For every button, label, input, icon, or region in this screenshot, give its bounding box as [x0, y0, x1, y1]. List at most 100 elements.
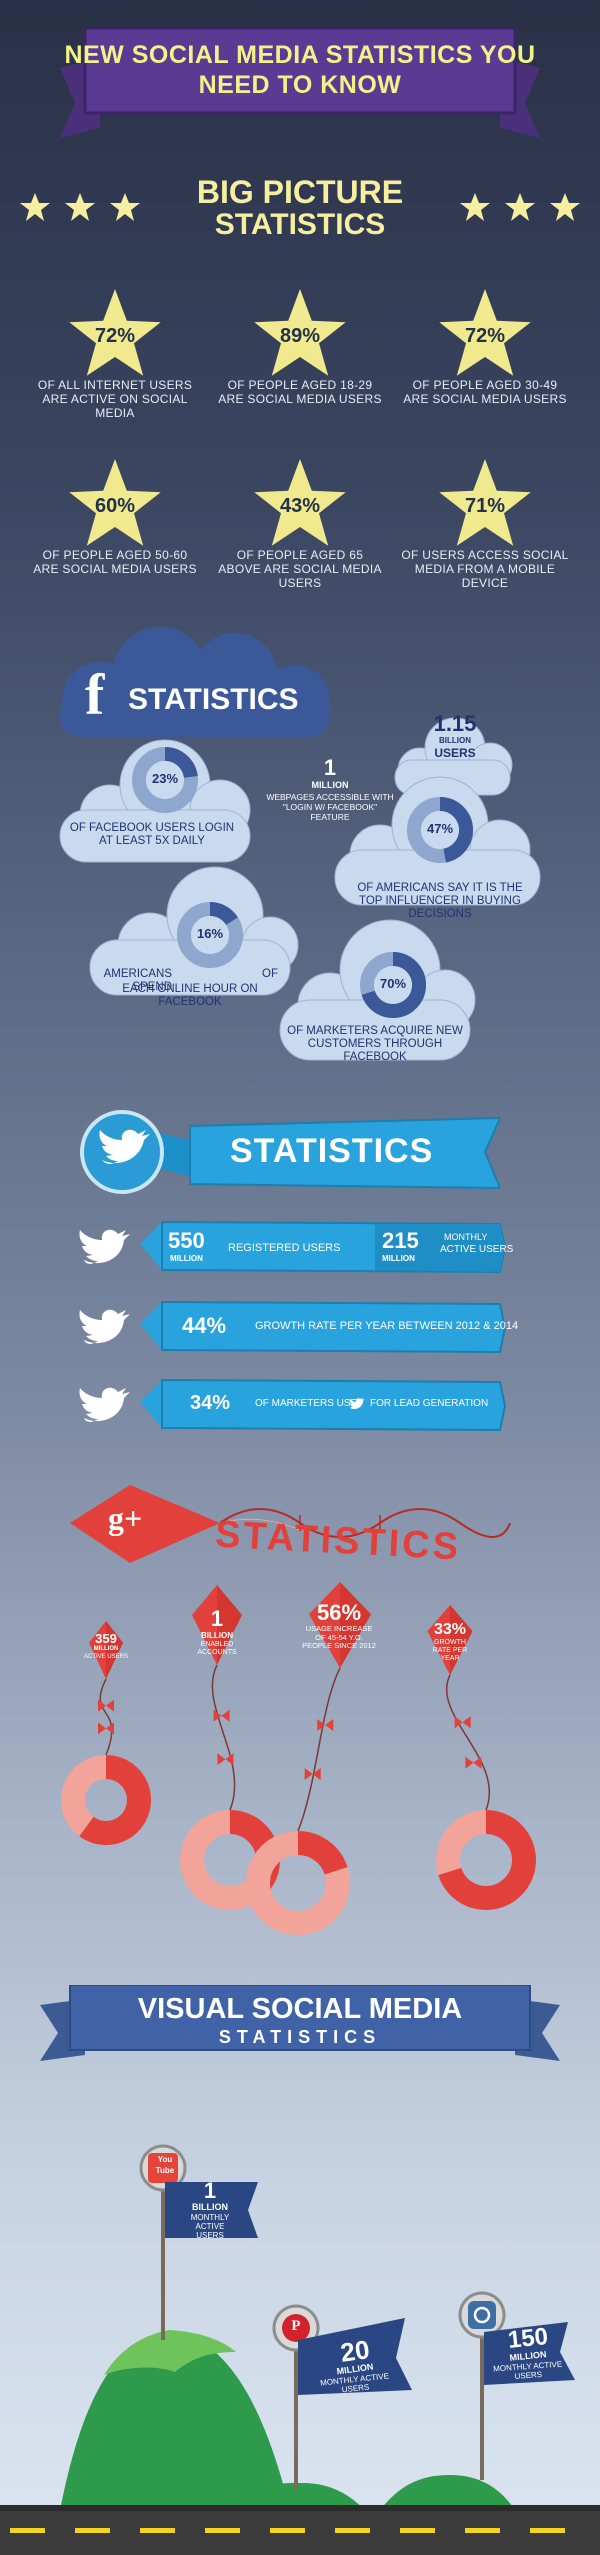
tw-row3-label-a: OF MARKETERS USE	[255, 1398, 358, 1409]
star-shape	[69, 459, 161, 546]
stat-card: 72% OF PEOPLE AGED 30-49 ARE SOCIAL MEDIA…	[400, 285, 570, 435]
tw-row1-label2b: ACTIVE USERS	[440, 1244, 514, 1255]
kite-1	[61, 1621, 151, 1845]
big-picture-heading: BIG PICTURE STATISTICS	[0, 175, 600, 245]
header-banner: NEW SOCIAL MEDIA STATISTICS YOU NEED TO …	[60, 28, 540, 138]
youtube-logo-top: You	[157, 2155, 173, 2164]
tw-row2-label: GROWTH RATE PER YEAR BETWEEN 2012 & 2014	[255, 1320, 519, 1332]
header-title: NEW SOCIAL MEDIA STATISTICS YOU NEED TO …	[64, 41, 536, 99]
kite-bow	[454, 1716, 471, 1729]
youtube-unit: BILLION	[192, 2202, 228, 2212]
visual-heading: VISUAL SOCIAL MEDIA STATISTICS	[40, 1985, 560, 2065]
fb-hour-desc-line2: EACH ONLINE HOUR ON FACEBOOK	[122, 983, 258, 1008]
stat-percent: 71%	[464, 495, 506, 517]
fb-login-desc: OF FACEBOOK USERS LOGIN AT LEAST 5X DAIL…	[69, 822, 235, 847]
fb-donut-hour	[177, 902, 243, 968]
star-icon	[439, 459, 531, 546]
star-icon	[439, 289, 531, 376]
tw-row1-unit2: MILLION	[382, 1254, 415, 1263]
star-shape	[69, 289, 161, 376]
fb-million-desc: WEBPAGES ACCESSIBLE WITH "LOGIN W/ FACEB…	[266, 792, 394, 822]
stat-description: OF PEOPLE AGED 18-29 ARE SOCIAL MEDIA US…	[218, 378, 382, 406]
kite-ring-fill	[61, 1755, 151, 1845]
star-icon	[69, 459, 161, 546]
youtube-label: MONTHLY ACTIVE USERS	[190, 2213, 230, 2240]
stat-description: OF PEOPLE AGED 50-60 ARE SOCIAL MEDIA US…	[33, 548, 197, 576]
tw-row-2-bg	[79, 1300, 507, 1354]
fb-billion-number: 1.15	[433, 711, 477, 736]
star-shape	[439, 289, 531, 376]
gplus-heading	[70, 1485, 511, 1563]
gplus-logo: g+	[108, 1500, 143, 1536]
kite-4	[427, 1605, 536, 1910]
tw-row1-num2-wrap: 215	[382, 1228, 419, 1254]
star-icon	[69, 289, 161, 376]
tw-row1-num1-wrap: 550	[168, 1228, 205, 1254]
kite-number: 33%	[433, 1621, 467, 1638]
fb-million-number: 1	[323, 755, 337, 780]
kite-number: 359	[95, 1631, 117, 1646]
stat-description: OF ALL INTERNET USERS ARE ACTIVE ON SOCI…	[37, 378, 193, 420]
tw-row3-num: 34%	[190, 1392, 231, 1414]
big-picture-subtitle: STATISTICS	[214, 208, 386, 241]
tw-row1-num2: 215	[382, 1228, 419, 1253]
fb-hour-desc-right: OF	[262, 968, 278, 980]
stat-percent: 72%	[94, 325, 136, 347]
fb-donut-influencer	[407, 797, 473, 863]
tw-row-1-bg	[79, 1220, 507, 1274]
kite-bow	[98, 1699, 114, 1712]
fb-donut-fill	[177, 902, 243, 968]
twitter-bird-icon	[79, 1229, 130, 1264]
tw-row1-num1: 550	[168, 1228, 205, 1253]
stat-card: 72% OF ALL INTERNET USERS ARE ACTIVE ON S…	[30, 285, 200, 435]
kite-3	[246, 1582, 371, 1935]
kite-number: 56%	[316, 1600, 362, 1625]
kite-bow	[465, 1756, 482, 1769]
kite-label: ENABLED ACCOUNTS	[197, 1641, 237, 1656]
tw-row3-bird-icon	[349, 1398, 365, 1410]
kite-unit: BILLION	[201, 1631, 233, 1640]
kite-bow	[317, 1719, 334, 1732]
tw-row1-label2a: MONTHLY	[444, 1232, 488, 1242]
tw-row3-num-wrap: 34%	[190, 1392, 230, 1415]
fb-hour-desc-left: AMERICANS SPEND	[103, 968, 172, 993]
fb-donut-fill	[360, 952, 426, 1018]
fb-million-unit: MILLION	[311, 780, 349, 790]
star-icon	[254, 289, 346, 376]
fb-donut-label: 23%	[151, 771, 179, 786]
kite-unit: MILLION	[93, 1646, 119, 1652]
kite-label: ACTIVE USERS	[83, 1654, 128, 1660]
stat-percent: 60%	[94, 495, 136, 517]
facebook-donuts: 23% 47% 16% 70%	[0, 700, 600, 1080]
facebook-logo: f	[85, 662, 105, 727]
gplus-kites	[61, 1582, 536, 1935]
kite-ring-fill	[246, 1831, 350, 1935]
pinterest-logo: P	[291, 2318, 301, 2334]
twitter-heading: STATISTICS	[80, 1110, 500, 1195]
tw-row1-unit1: MILLION	[170, 1254, 203, 1263]
twitter-bird-icon	[79, 1387, 130, 1422]
tw-row2-num: 44%	[182, 1313, 227, 1338]
kite-label: GROWTH RATE PER YEAR	[432, 1639, 468, 1662]
stat-percent: 43%	[279, 495, 321, 517]
fb-billion-unit: BILLION	[439, 736, 471, 745]
youtube-number: 1	[203, 2178, 217, 2203]
stat-percent: 72%	[464, 325, 506, 347]
fb-influencer-desc: OF AMERICANS SAY IT IS THE TOP INFLUENCE…	[357, 882, 523, 920]
fb-marketers-desc: OF MARKETERS ACQUIRE NEW CUSTOMERS THROU…	[287, 1025, 463, 1063]
kite-bow	[217, 1753, 234, 1766]
kite-label: USAGE INCREASE OF 45-54 Y.O. PEOPLE SINC…	[302, 1624, 376, 1650]
stat-percent: 89%	[279, 325, 321, 347]
facebook-heading: f STATISTICS	[40, 625, 350, 740]
kite-bow	[213, 1709, 230, 1722]
fb-donut-label: 16%	[196, 926, 224, 941]
star-icon	[254, 459, 346, 546]
stat-description: OF PEOPLE AGED 65 ABOVE ARE SOCIAL MEDIA…	[218, 548, 382, 590]
stat-card: 89% OF PEOPLE AGED 18-29 ARE SOCIAL MEDIA…	[215, 285, 385, 435]
fb-donut-label: 47%	[426, 821, 454, 836]
stat-card: 60% OF PEOPLE AGED 50-60 ARE SOCIAL MEDIA…	[30, 455, 200, 605]
visual-title: VISUAL SOCIAL MEDIA	[137, 1993, 463, 2025]
tw-row2-num-wrap: 44%	[182, 1313, 226, 1339]
big-picture-title: BIG PICTURE	[196, 174, 404, 210]
fb-donut-label: 70%	[379, 976, 407, 991]
